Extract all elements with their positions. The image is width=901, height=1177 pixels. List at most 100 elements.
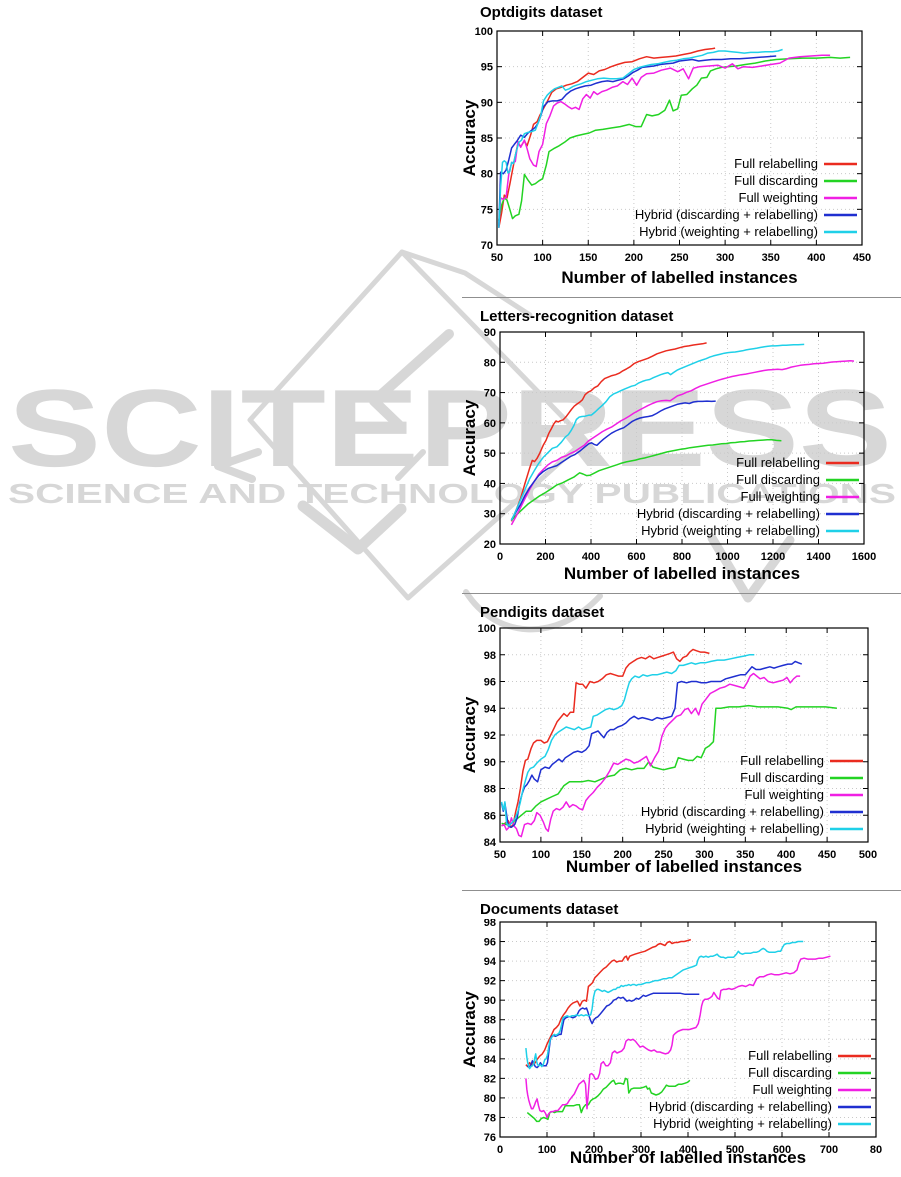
optdigits-chart-section: Optdigits dataset 50 100 150 200 250 300 350 40… [462, 0, 901, 297]
legend-label: Full discarding [748, 1065, 832, 1080]
chart-title-optdigits: Optdigits dataset [480, 4, 603, 21]
series-line [510, 343, 805, 521]
x-tick-label: 450 [818, 849, 836, 861]
y-tick-label: 94 [484, 956, 497, 968]
y-tick-label: 100 [478, 623, 496, 635]
legend-label: Hybrid (weighting + relabelling) [653, 1116, 832, 1131]
legend-label: Full discarding [736, 472, 820, 487]
documents-plot: 0 100 200 300 400 500 600 700 80 76 78 80 82 84 86 88 90… [462, 919, 882, 1167]
x-tick-label: 1600 [852, 551, 876, 563]
y-tick-label: 94 [484, 703, 497, 715]
documents-chart-section: Documents dataset 0 100 200 300 400 500 600 700… [462, 890, 901, 1177]
y-tick-label: 98 [484, 919, 496, 929]
y-tick-label: 85 [481, 133, 493, 145]
x-tick-label: 200 [613, 849, 631, 861]
legend-label: Hybrid (weighting + relabelling) [639, 224, 818, 239]
y-tick-label: 88 [484, 1015, 496, 1027]
plot-border [499, 627, 869, 843]
legend-label: Full relabelling [740, 753, 824, 768]
series-line [498, 47, 716, 229]
x-tick-label: 1400 [806, 551, 830, 563]
y-tick-label: 70 [481, 240, 493, 252]
optdigits-plot: 50 100 150 200 250 300 350 400 450 70 75 80 85 90 95 10… [462, 26, 871, 287]
y-tick-label: 20 [484, 539, 496, 551]
series-line [525, 938, 692, 1068]
x-tick-label: 250 [670, 252, 688, 264]
y-tick-label: 88 [484, 784, 496, 796]
chart-title-letters: Letters-recognition dataset [480, 308, 674, 325]
y-tick-label: 86 [484, 810, 496, 822]
series-line [500, 660, 803, 829]
legend-label: Hybrid (weighting + relabelling) [645, 821, 824, 836]
y-tick-label: 90 [484, 757, 496, 769]
x-tick-label: 300 [695, 849, 713, 861]
series-line [501, 704, 837, 826]
x-tick-label: 450 [853, 252, 871, 264]
pendigits-plot: 50 100 150 200 250 300 350 400 450 500 84 86 88 90 92 9… [462, 623, 877, 876]
x-tick-label: 150 [573, 849, 591, 861]
legend-label: Full discarding [740, 770, 824, 785]
x-tick-label: 400 [777, 849, 795, 861]
legend-label: Full relabelling [734, 156, 818, 171]
watermark-title: SCITEPRESS [8, 367, 892, 490]
x-axis-label: Number of labelled instances [570, 1148, 806, 1167]
legend-label: Hybrid (discarding + relabelling) [649, 1099, 832, 1114]
y-axis-label: Accuracy [462, 99, 479, 176]
series-line [525, 955, 831, 1119]
series-line [510, 342, 707, 522]
chart-title-documents: Documents dataset [480, 901, 619, 918]
x-tick-label: 200 [585, 1144, 603, 1156]
y-tick-label: 86 [484, 1034, 496, 1046]
plot-border [496, 30, 863, 246]
series-line [526, 992, 700, 1069]
series-line [510, 360, 855, 526]
series-line [501, 672, 801, 838]
y-tick-label: 100 [475, 26, 493, 38]
y-tick-label: 90 [484, 995, 496, 1007]
y-tick-label: 80 [481, 169, 493, 181]
y-tick-label: 96 [484, 677, 496, 689]
y-axis-label: Accuracy [462, 399, 479, 476]
y-tick-label: 70 [484, 388, 496, 400]
legend-label: Hybrid (weighting + relabelling) [641, 523, 820, 538]
plot-border [499, 921, 877, 1138]
legend-label: Full weighting [741, 489, 821, 504]
chart-title-pendigits: Pendigits dataset [480, 604, 605, 621]
legend-label: Full relabelling [736, 455, 820, 470]
y-tick-label: 98 [484, 650, 496, 662]
x-tick-label: 1200 [761, 551, 785, 563]
series-line [510, 439, 782, 521]
plot-border [499, 331, 865, 545]
x-tick-label: 500 [726, 1144, 744, 1156]
legend-label: Full weighting [739, 190, 819, 205]
y-tick-label: 76 [484, 1132, 496, 1144]
y-tick-label: 95 [481, 62, 493, 74]
legend-label: Full weighting [753, 1082, 833, 1097]
y-tick-label: 75 [481, 204, 493, 216]
y-axis-label: Accuracy [462, 696, 479, 773]
x-tick-label: 350 [736, 849, 754, 861]
x-tick-label: 1000 [715, 551, 739, 563]
series-line [498, 54, 831, 228]
x-tick-label: 50 [494, 849, 506, 861]
series-line [498, 56, 851, 221]
series-line [500, 654, 755, 827]
legend-label: Full relabelling [748, 1048, 832, 1063]
x-tick-label: 600 [627, 551, 645, 563]
x-tick-label: 400 [679, 1144, 697, 1156]
x-tick-label: 150 [579, 252, 597, 264]
x-tick-label: 700 [820, 1144, 838, 1156]
x-tick-label: 350 [762, 252, 780, 264]
x-tick-label: 300 [716, 252, 734, 264]
legend-label: Hybrid (discarding + relabelling) [637, 506, 820, 521]
y-tick-label: 40 [484, 478, 496, 490]
y-tick-label: 80 [484, 1093, 496, 1105]
x-tick-label: 0 [497, 551, 503, 563]
x-tick-label: 800 [673, 551, 691, 563]
x-tick-label: 250 [654, 849, 672, 861]
legend-label: Full weighting [745, 787, 825, 802]
y-tick-label: 92 [484, 730, 496, 742]
y-tick-label: 96 [484, 937, 496, 949]
x-tick-label: 400 [807, 252, 825, 264]
